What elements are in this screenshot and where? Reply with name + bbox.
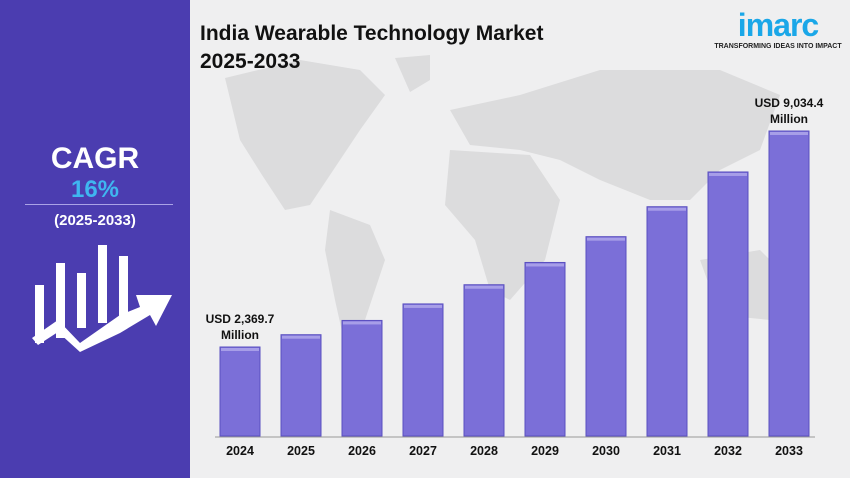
imarc-logo: imarc TRANSFORMING IDEAS INTO IMPACT — [706, 8, 850, 51]
bar-2026 — [341, 319, 383, 437]
logo-wordmark: imarc — [737, 7, 819, 43]
x-tick-2028: 2028 — [470, 444, 498, 458]
bar-2033 — [768, 130, 810, 437]
bar-highlight-2028 — [465, 285, 503, 289]
title-line-1: India Wearable Technology Market — [200, 22, 544, 45]
chart-title: India Wearable Technology Market 2025-20… — [200, 20, 543, 76]
x-tick-2026: 2026 — [348, 444, 376, 458]
bar-highlight-2032 — [709, 172, 747, 176]
bar-2029 — [524, 261, 566, 437]
x-tick-2025: 2025 — [287, 444, 315, 458]
x-tick-2032: 2032 — [714, 444, 742, 458]
data-label-2024: USD 2,369.7 — [206, 312, 275, 326]
bar-highlight-2026 — [343, 321, 381, 325]
bar-highlight-2033 — [770, 132, 808, 135]
growth-icon — [32, 245, 172, 352]
cagr-panel — [0, 0, 190, 478]
bar-highlight-2030 — [587, 237, 625, 241]
logo-tagline: TRANSFORMING IDEAS INTO IMPACT — [714, 43, 842, 50]
bar-2032 — [707, 171, 749, 437]
title-line-2: 2025-2033 — [200, 50, 301, 73]
bar-highlight-2025 — [282, 335, 320, 339]
x-tick-2024: 2024 — [226, 444, 254, 458]
bar-2024 — [219, 346, 261, 437]
data-label-unit-2033: Million — [770, 112, 808, 126]
bar-2030 — [585, 236, 627, 437]
cagr-period: (2025-2033) — [54, 212, 136, 229]
x-tick-2031: 2031 — [653, 444, 681, 458]
x-tick-2029: 2029 — [531, 444, 559, 458]
world-map — [225, 55, 790, 345]
bar-2027 — [402, 303, 444, 437]
x-tick-2030: 2030 — [592, 444, 620, 458]
bar-highlight-2031 — [648, 207, 686, 211]
bar-2031 — [646, 206, 688, 437]
data-label-unit-2024: Million — [221, 328, 259, 342]
bar-highlight-2027 — [404, 304, 442, 308]
bar-2028 — [463, 284, 505, 437]
cagr-label: CAGR — [50, 142, 140, 175]
x-tick-2027: 2027 — [409, 444, 437, 458]
bar-2025 — [280, 334, 322, 437]
cagr-value: 16% — [70, 176, 120, 203]
data-label-2033: USD 9,034.4 — [755, 96, 824, 110]
x-tick-2033: 2033 — [775, 444, 803, 458]
bar-highlight-2024 — [221, 348, 259, 351]
bar-highlight-2029 — [526, 263, 564, 267]
divider — [25, 204, 173, 205]
